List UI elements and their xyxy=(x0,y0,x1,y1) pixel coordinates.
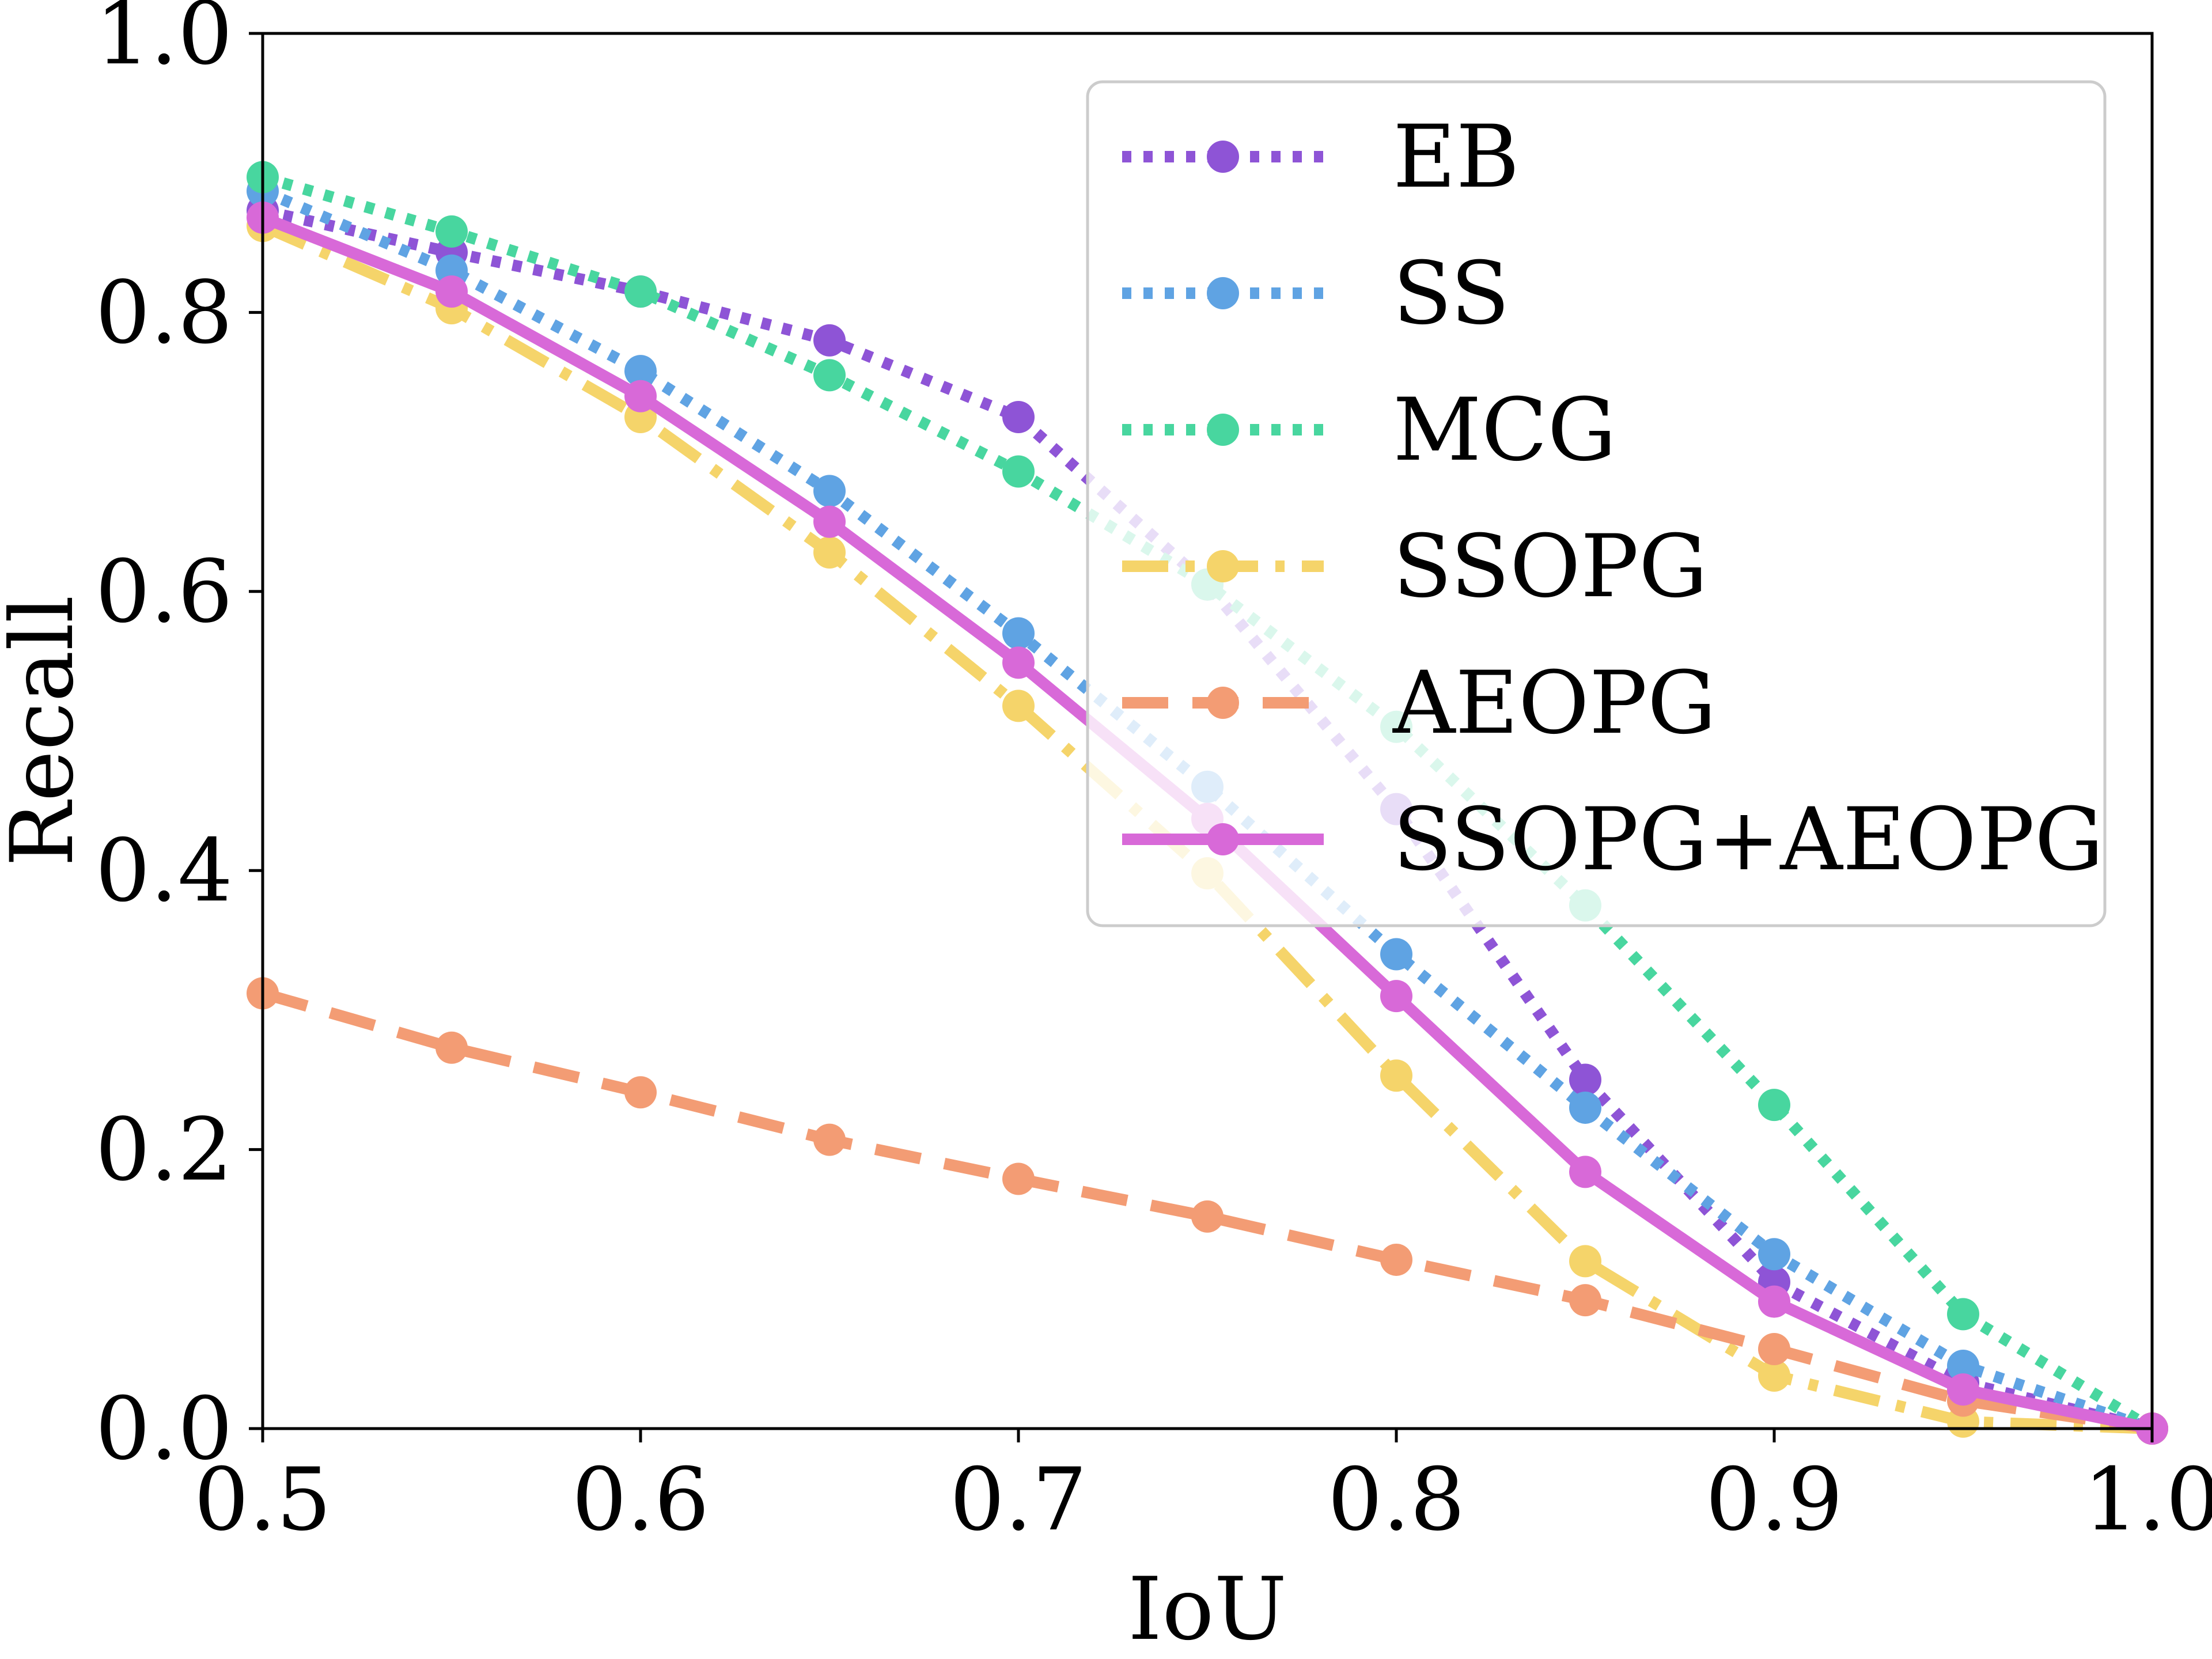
legend-label: SSOPG xyxy=(1393,517,1708,617)
data-point xyxy=(1002,646,1035,679)
data-point xyxy=(1002,401,1035,434)
data-point xyxy=(1002,455,1035,488)
x-tick-label: 0.9 xyxy=(1706,1450,1843,1550)
legend: EB SS MCG SSOPG AEOPG SSOPG+AEOPG xyxy=(1086,80,2107,927)
data-point xyxy=(1380,938,1412,971)
data-point xyxy=(435,1031,468,1064)
x-tick-label: 0.6 xyxy=(572,1450,710,1550)
legend-item: AEOPG xyxy=(1122,653,1717,753)
data-point xyxy=(1569,1284,1601,1317)
legend-label: SS xyxy=(1393,244,1510,344)
data-point xyxy=(1380,1059,1412,1092)
legend-item: SSOPG xyxy=(1122,517,1708,617)
x-tick-label: 0.7 xyxy=(950,1450,1088,1550)
data-point xyxy=(624,1076,657,1109)
y-tick-label: 0.6 xyxy=(95,542,233,642)
legend-label: SSOPG+AEOPG xyxy=(1393,790,2104,890)
y-tick-label: 0.8 xyxy=(95,263,233,363)
legend-item: SS xyxy=(1122,244,1510,344)
series-line xyxy=(261,204,2154,1434)
axis-ticks: 0.5 0.6 0.7 0.8 0.9 1.0 0.0 0.2 0.4 0.6 0.8 1.0 xyxy=(95,0,2212,1550)
data-point xyxy=(813,324,846,357)
y-tick-label: 0.2 xyxy=(95,1100,233,1200)
legend-label: AEOPG xyxy=(1392,653,1717,753)
series-line xyxy=(261,987,2153,1434)
data-point xyxy=(813,536,846,569)
y-tick-label: 0.0 xyxy=(95,1379,233,1479)
data-point xyxy=(435,215,468,248)
data-point xyxy=(1569,1245,1601,1278)
data-point xyxy=(1380,980,1412,1013)
data-point xyxy=(1947,1350,1979,1382)
data-point xyxy=(813,505,846,538)
data-point xyxy=(1758,1359,1790,1392)
legend-swatch-marker xyxy=(1207,277,1239,309)
x-tick-label: 0.8 xyxy=(1328,1450,1465,1550)
data-point xyxy=(1002,617,1035,650)
data-point xyxy=(1758,1238,1790,1271)
data-point xyxy=(1002,690,1035,722)
data-point xyxy=(813,1123,846,1156)
legend-box xyxy=(1086,80,2107,927)
data-point xyxy=(1569,1156,1601,1188)
data-point xyxy=(435,275,468,308)
data-point xyxy=(624,355,657,388)
legend-item: SSOPG+AEOPG xyxy=(1122,790,2104,890)
plot-frame xyxy=(261,32,2154,1430)
data-point xyxy=(624,380,657,412)
data-point xyxy=(813,359,846,392)
legend-label: MCG xyxy=(1393,380,1616,480)
data-point xyxy=(1191,1200,1224,1233)
x-tick-label: 0.5 xyxy=(194,1450,332,1550)
legend-swatch-marker xyxy=(1207,823,1239,855)
legend-swatch-marker xyxy=(1207,141,1239,173)
legend-item: EB xyxy=(1122,107,1520,207)
legend-label: EB xyxy=(1393,107,1520,207)
y-axis-title: Recall xyxy=(0,595,93,866)
data-point xyxy=(1758,1089,1790,1122)
data-point xyxy=(1758,1332,1790,1365)
legend-swatch-marker xyxy=(1207,414,1239,446)
series-line xyxy=(260,185,2154,1434)
legend-item: MCG xyxy=(1122,380,1616,480)
data-point xyxy=(1947,1373,1979,1406)
data-point xyxy=(1002,1162,1035,1195)
data-point xyxy=(813,475,846,507)
series-line xyxy=(261,171,2156,1434)
series-line xyxy=(260,221,2153,1434)
x-tick-label: 1.0 xyxy=(2084,1450,2212,1550)
data-point xyxy=(1758,1285,1790,1318)
y-tick-label: 0.4 xyxy=(95,821,233,921)
data-point xyxy=(1947,1298,1979,1331)
x-axis-title: IoU xyxy=(1128,1559,1287,1659)
y-tick-label: 1.0 xyxy=(95,0,233,84)
legend-swatch-marker xyxy=(1207,550,1239,582)
data-point xyxy=(624,275,657,308)
legend-swatch-marker xyxy=(1207,687,1239,719)
data-point xyxy=(1380,1243,1412,1276)
data-point xyxy=(1569,1091,1601,1124)
data-point xyxy=(1569,1063,1601,1096)
